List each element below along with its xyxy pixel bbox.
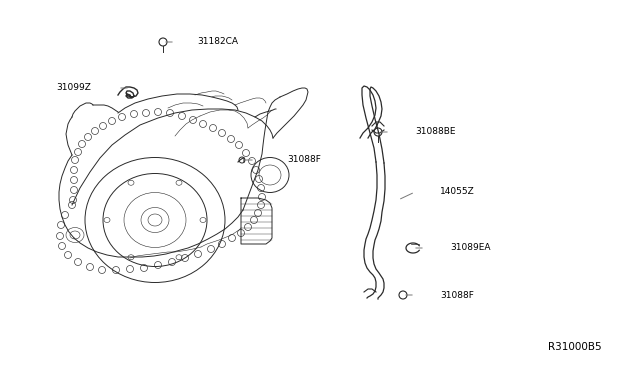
Text: 31088F: 31088F [287, 155, 321, 164]
Text: R31000B5: R31000B5 [548, 342, 602, 352]
Text: 31099Z: 31099Z [56, 83, 91, 93]
Text: 14055Z: 14055Z [440, 187, 475, 196]
Text: 31182CA: 31182CA [197, 38, 238, 46]
Text: 31088BE: 31088BE [415, 128, 456, 137]
Text: 31088F: 31088F [440, 291, 474, 299]
Text: 31089EA: 31089EA [450, 244, 490, 253]
